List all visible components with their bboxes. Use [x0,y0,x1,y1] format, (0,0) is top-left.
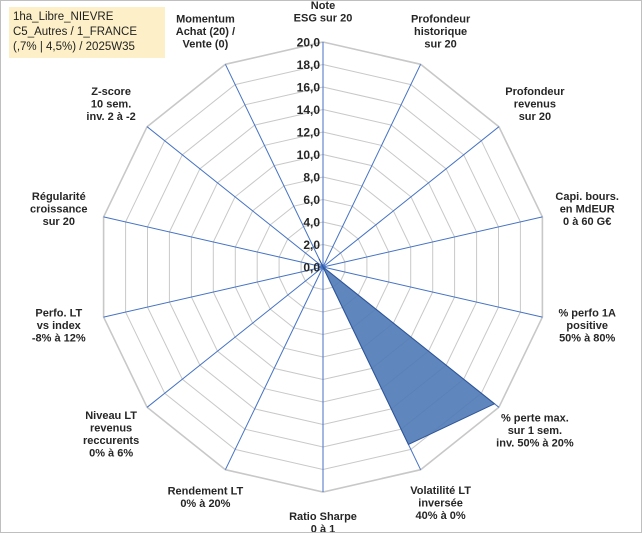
spoke-line [224,64,324,268]
axis-label: Profondeur revenus sur 20 [505,86,565,123]
axis-label: Momentum Achat (20) / Vente (0) [176,13,235,50]
tick-label: 14,0 [297,103,321,117]
spoke-line [322,64,422,268]
title-line-1: 1ha_Libre_NIEVRE [13,11,114,23]
spoke-line [322,126,500,268]
spoke-line [146,266,324,408]
tick-label: 18,0 [297,58,321,72]
spoke-line [103,216,324,268]
axis-label: Niveau LT revenus reccurents 0% à 6% [83,410,139,460]
tick-label: 2,0 [303,238,320,252]
tick-label: 6,0 [303,193,320,207]
spoke-line [322,216,543,268]
spoke-line [146,126,324,268]
tick-label: 12,0 [297,126,321,140]
spoke-line [224,266,324,470]
axis-label: Rendement LT 0% à 20% [168,486,244,511]
axis-label: Régularité croissance sur 20 [30,191,87,228]
tick-label: 4,0 [303,216,320,230]
axis-label: Volatilité LT inversée 40% à 0% [410,485,471,522]
title-line-3: (,7% | 4,5%) / 2025W35 [13,41,135,53]
axis-label: Capi. bours. en MdEUR 0 à 60 G€ [555,191,619,228]
axis-label: % perte max. sur 1 sem. inv. 50% à 20% [496,412,574,449]
tick-label: 8,0 [303,171,320,185]
tick-label: 10,0 [297,148,321,162]
spoke-line [103,266,324,318]
axis-label: Note ESG sur 20 [294,1,353,25]
axis-label: Z-score 10 sem. inv. 2 à -2 [86,86,135,123]
tick-label: 0,0 [303,261,320,275]
spoke-line [322,266,543,318]
axis-label: Ratio Sharpe 0 à 1 [289,511,357,532]
axis-label: % perfo 1A positive 50% à 80% [558,308,616,345]
title-line-2: C5_Autres / 1_FRANCE [13,26,137,38]
axis-label: Profondeur historique sur 20 [411,13,471,50]
axis-label: Perfo. LT vs index -8% à 12% [32,308,86,345]
tick-label: 16,0 [297,81,321,95]
chart-title-box: 1ha_Libre_NIEVRE C5_Autres / 1_FRANCE (,… [9,7,165,58]
series-area [318,258,496,446]
tick-label: 20,0 [297,36,321,50]
